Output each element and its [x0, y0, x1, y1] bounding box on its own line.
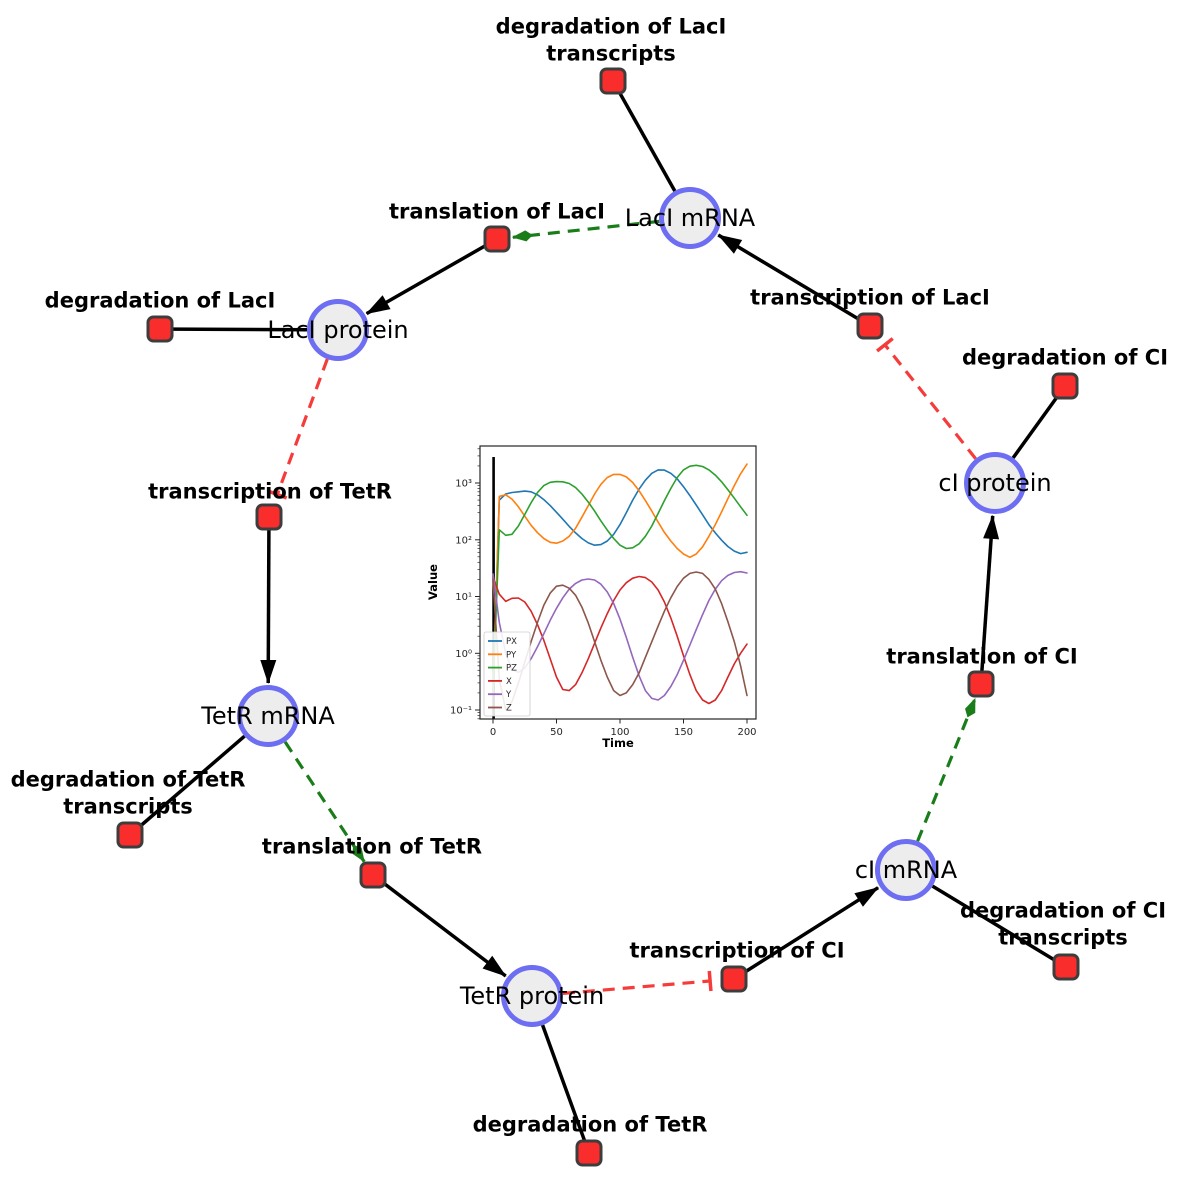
- legend-label-Y: Y: [505, 690, 512, 700]
- reaction-node-txn-tetr[interactable]: [255, 503, 283, 531]
- species-node-ci-mrna[interactable]: [875, 839, 937, 901]
- x-tick-label: 150: [674, 727, 693, 738]
- legend-label-Z: Z: [506, 704, 512, 714]
- edge-inhibition-ci-protein-to-txn-laci: [875, 337, 977, 460]
- x-axis-label: Time: [602, 736, 634, 750]
- reaction-node-deg-ci[interactable]: [1051, 372, 1079, 400]
- reaction-node-transl-laci[interactable]: [483, 225, 511, 253]
- edge-inhibition-tetr-protein-to-txn-ci: [562, 970, 713, 995]
- species-node-ci-protein[interactable]: [964, 452, 1026, 514]
- reaction-node-deg-tetr[interactable]: [575, 1139, 603, 1167]
- reaction-node-deg-tetr-tx[interactable]: [116, 821, 144, 849]
- curve-Z: [492, 571, 748, 711]
- plot-frame: [479, 445, 757, 720]
- legend-label-PX: PX: [506, 637, 517, 647]
- reaction-node-deg-ci-tx[interactable]: [1052, 953, 1080, 981]
- x-tick-label: 200: [737, 727, 756, 738]
- legend-label-PZ: PZ: [506, 664, 517, 674]
- edge-inhibition-laci-protein-to-txn-tetr: [267, 358, 329, 500]
- reaction-node-txn-laci[interactable]: [856, 312, 884, 340]
- x-tick-label: 0: [490, 727, 496, 738]
- species-node-laci-mrna[interactable]: [659, 187, 721, 249]
- edge-modifier-laci-mrna-to-transl-laci: [511, 219, 660, 242]
- edge-modifier-tetr-mrna-to-transl-tetr: [283, 741, 366, 863]
- species-node-tetr-protein[interactable]: [501, 965, 563, 1027]
- legend-label-PY: PY: [506, 650, 517, 660]
- x-tick-label: 50: [550, 727, 563, 738]
- reaction-node-deg-laci-tx[interactable]: [599, 67, 627, 95]
- edge-consumption-ci-mrna-to-deg-ci-tx: [931, 884, 1056, 962]
- time-course-chart: 10³ 10² 10¹ 10⁰ 10⁻¹ 0 50 100 150 200 PX PY PZ X Y Z Tim…: [426, 438, 778, 764]
- x-tick-label: 100: [610, 727, 629, 738]
- legend-label-X: X: [506, 677, 512, 687]
- edge-consumption-tetr-mrna-to-deg-tetr-tx: [138, 734, 246, 828]
- reaction-node-transl-tetr[interactable]: [359, 861, 387, 889]
- reaction-node-transl-ci[interactable]: [967, 670, 995, 698]
- edge-production-txn-laci-to-laci-mrna: [717, 233, 860, 321]
- edge-consumption-ci-protein-to-deg-ci: [1011, 395, 1059, 459]
- reaction-node-deg-laci[interactable]: [146, 315, 174, 343]
- time-course-plot: 10³ 10² 10¹ 10⁰ 10⁻¹ 0 50 100 150 200 PX PY PZ XYZ Tim…: [426, 445, 757, 750]
- y-tick-label: 10³: [455, 479, 472, 490]
- y-tick-label: 10²: [455, 535, 472, 546]
- edge-production-transl-ci-to-ci-protein: [980, 514, 1000, 672]
- curve-X: [492, 575, 748, 705]
- edge-production-transl-laci-to-laci-protein: [365, 243, 487, 316]
- y-tick-label: 10¹: [455, 592, 472, 603]
- y-tick-label: 10⁰: [455, 649, 472, 660]
- edge-consumption-tetr-protein-to-deg-tetr: [540, 1024, 587, 1142]
- reaction-node-txn-ci[interactable]: [720, 965, 748, 993]
- curve-PX: [492, 469, 748, 694]
- species-node-tetr-mrna[interactable]: [237, 685, 299, 747]
- species-node-laci-protein[interactable]: [307, 299, 369, 361]
- edge-production-txn-ci-to-ci-mrna: [744, 886, 880, 974]
- edge-consumption-laci-protein-to-deg-laci: [172, 327, 308, 332]
- curve-Y: [492, 570, 748, 701]
- edge-production-txn-tetr-to-tetr-mrna: [260, 529, 277, 684]
- y-tick-label: 10⁻¹: [450, 706, 472, 717]
- edge-production-transl-tetr-to-tetr-protein: [382, 881, 507, 978]
- edge-consumption-laci-mrna-to-deg-laci-tx: [617, 91, 677, 192]
- edge-modifier-ci-mrna-to-transl-ci: [916, 697, 977, 842]
- curve-PY: [492, 463, 748, 694]
- y-axis-label: Value: [428, 564, 440, 600]
- curve-PZ: [492, 464, 748, 694]
